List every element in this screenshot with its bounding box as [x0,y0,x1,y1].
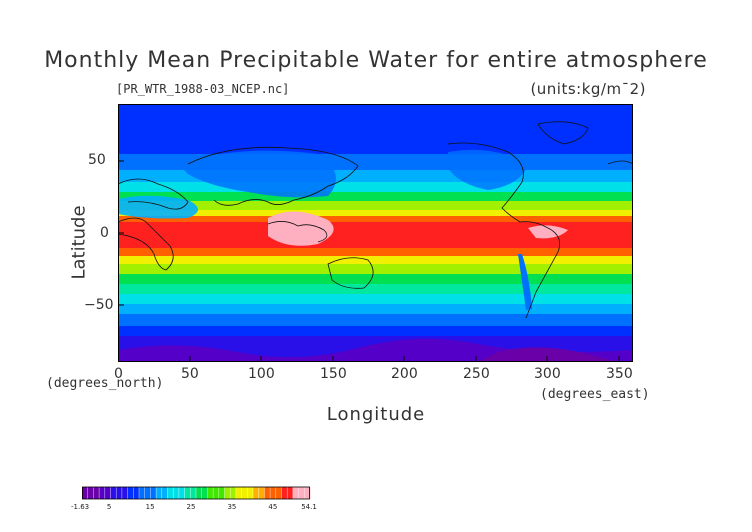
colorbar-swatch [127,487,134,499]
axis-ticks [118,160,620,362]
x-tick-label: 150 [320,366,347,382]
colorbar-swatch [178,487,185,499]
colorbar-swatch [264,487,271,499]
colorbar-swatch [173,487,180,499]
x-tick-label: 50 [181,366,199,382]
colorbar [82,486,311,500]
colorbar-swatch [235,487,242,499]
band-yellow-south [118,256,633,266]
colorbar-swatch [298,487,305,499]
colorbar-swatch [161,487,168,499]
x-tick-label: 250 [463,366,490,382]
band-warm-south [118,274,633,286]
colorbar-swatch [270,487,277,499]
colorbar-swatch [190,487,197,499]
warm-pool-wet [268,211,334,246]
colorbar-swatch [304,487,311,499]
colorbar-swatch [207,487,214,499]
units-label: (units:kg/m¯2) [530,80,646,98]
band-polar-north [118,104,633,159]
colorbar-swatch [281,487,288,499]
andes-dry [518,254,532,310]
colorbar-swatch [241,487,248,499]
colorbar-tick-label: 15 [145,503,155,511]
colorbar-swatch [167,487,174,499]
chart-title: Monthly Mean Precipitable Water for enti… [44,48,708,73]
band-subpolar-south [118,314,633,328]
colorbar-tick-label: 25 [186,503,196,511]
colorbar-swatch [247,487,254,499]
colorbar-swatch [184,487,191,499]
colorbar-swatch [99,487,106,499]
y-axis-unit: (degrees_north) [46,376,164,391]
colorbar-swatch [253,487,259,499]
colorbar-swatch [196,487,202,499]
colorbar-swatch [213,487,220,499]
x-axis-unit: (degrees_east) [540,387,650,402]
colorbar-swatch [258,487,265,499]
colorbar-swatch [224,487,231,499]
colorbar-swatch [93,487,100,499]
colorbar-swatch [287,487,294,499]
colorbar-swatch [218,487,225,499]
colorbar-swatch [110,487,117,499]
x-tick-label: 200 [391,366,418,382]
colorbar-swatch [230,487,237,499]
colorbar-tick-label: 54.1 [301,503,317,511]
x-tick-label: 300 [534,366,561,382]
colorbar-swatch [116,487,123,499]
y-axis-label: Latitude [68,205,90,280]
band-orange-south [118,248,633,258]
asia-dry [178,150,336,198]
x-tick-label: 350 [606,366,633,382]
precipitable-water-map [118,104,633,362]
file-label: [PR_WTR_1988-03_NCEP.nc] [116,82,290,96]
x-axis-label: Longitude [326,404,426,425]
y-tick-label: 50 [88,152,106,168]
colorbar-tick-label: 5 [106,503,112,511]
y-tick-label: −50 [84,297,114,313]
colorbar-swatch [121,487,128,499]
coastlines [118,121,633,319]
colorbar-swatch [82,487,88,499]
colorbar-swatch [156,487,163,499]
colorbar-swatch [104,487,111,499]
colorbar-tick-label: 35 [227,503,237,511]
colorbar-swatch [144,487,151,499]
colorbar-swatch [133,487,140,499]
colorbar-swatch [150,487,157,499]
colorbar-tick-label: -1.63 [71,503,90,511]
colorbar-tick-label: 45 [268,503,278,511]
band-mid-south [118,294,633,306]
band-cool-south [118,304,633,316]
colorbar-swatch [201,487,208,499]
colorbar-swatch [275,487,282,499]
band-polar-south [118,326,633,338]
x-tick-label: 100 [248,366,275,382]
colorbar-swatch [292,487,299,499]
north-america-dry [448,149,528,190]
band-yellow-north [118,210,633,220]
y-tick-label: 0 [100,225,109,241]
colorbar-swatch [139,487,145,499]
band-midlat-south [118,284,633,296]
band-subtrop-south [118,264,633,276]
x-tick-label: 0 [114,366,123,382]
colorbar-swatch [87,487,94,499]
